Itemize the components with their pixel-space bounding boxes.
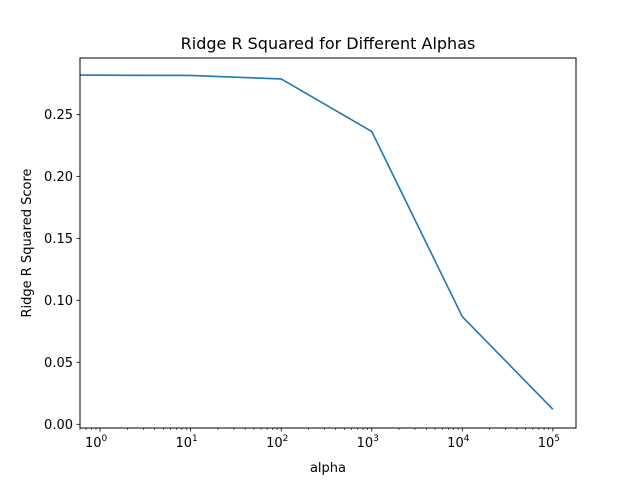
chart-title: Ridge R Squared for Different Alphas bbox=[181, 34, 476, 53]
y-tick-label: 0.10 bbox=[44, 294, 73, 309]
y-axis-ticks: 0.00 0.05 0.10 0.15 0.20 0.25 bbox=[44, 108, 80, 433]
axes-frame bbox=[79, 57, 577, 429]
x-tick-label: 103 bbox=[357, 434, 379, 451]
series-line bbox=[79, 74, 554, 410]
x-tick-label: 102 bbox=[266, 434, 288, 451]
y-tick-label: 0.20 bbox=[44, 170, 73, 185]
y-axis-label: Ridge R Squared Score bbox=[20, 168, 35, 317]
x-tick-label: 105 bbox=[538, 434, 560, 451]
y-tick-label: 0.25 bbox=[44, 108, 73, 123]
series-layer bbox=[79, 74, 554, 410]
y-tick-label: 0.00 bbox=[44, 418, 73, 433]
x-axis-label: alpha bbox=[310, 461, 346, 476]
x-tick-label: 100 bbox=[85, 434, 108, 451]
y-tick-label: 0.15 bbox=[44, 232, 73, 247]
x-tick-label: 101 bbox=[176, 434, 198, 451]
x-axis-ticks: 100 101 102 103 104 105 bbox=[79, 428, 560, 451]
x-tick-label: 104 bbox=[447, 434, 470, 451]
y-tick-label: 0.05 bbox=[44, 356, 73, 371]
